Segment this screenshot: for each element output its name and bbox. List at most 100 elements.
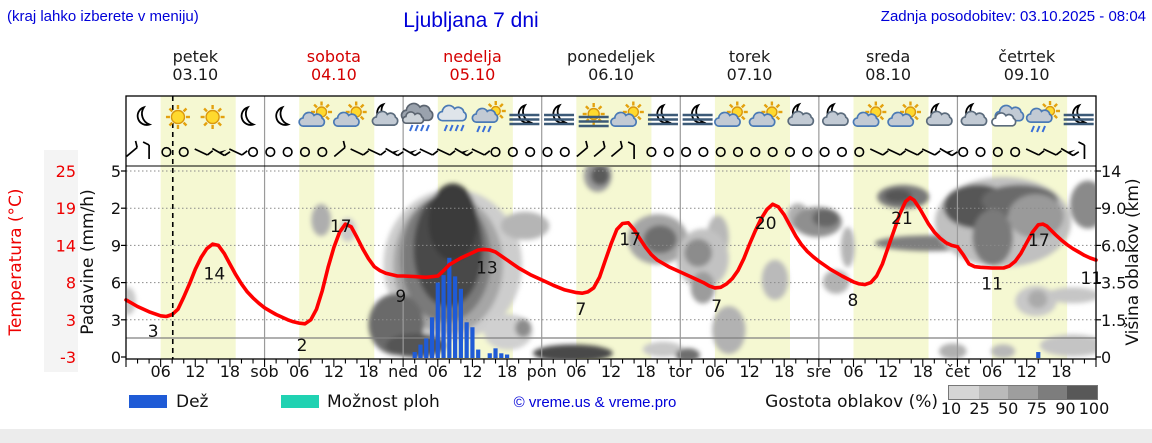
svg-text:17: 17 [1028,231,1050,251]
time-tick: 06 [289,362,309,381]
svg-text:7: 7 [576,300,587,320]
time-tick: 18 [220,362,240,381]
time-tick: 06 [150,362,170,381]
copyright-link[interactable]: © vreme.us & vreme.pro [513,394,677,411]
showers-swatch [281,395,319,408]
last-update-text: Zadnja posodobitev: 03.10.2025 - 08:04 [880,8,1146,25]
day-header-sobota: sobota 04.10 [264,48,404,84]
svg-text:7: 7 [711,297,722,317]
weather-icon-moon [136,105,153,126]
weather-icon-moon-cloud [371,102,399,126]
cloud-tick: 9.0 [1101,199,1126,218]
day-name: torek [728,47,771,66]
svg-text:14: 14 [204,264,226,284]
day-date: 07.10 [726,65,773,84]
precip-tick: 5 [111,162,121,181]
time-tick: 18 [1051,362,1071,381]
weather-icon-sun-fog [578,103,609,128]
weather-icon-sun-cloud [610,101,644,127]
gridlines [126,96,1096,359]
svg-text:17: 17 [619,230,641,250]
time-tick: 18 [774,362,794,381]
svg-text:20: 20 [755,214,777,234]
weather-icon-sun-rain [471,101,506,133]
precip-bars [412,257,1041,358]
svg-text:11: 11 [981,274,1003,294]
density-tick: 10 [940,399,962,418]
time-tick: 12 [1017,362,1037,381]
time-tick: 06 [843,362,863,381]
time-tick: tor [669,362,692,381]
cloud-tick: 6.0 [1101,236,1126,255]
cloud-tick: 0 [1101,348,1111,367]
weather-icon-rain [437,104,467,132]
temperature-curve [124,195,1098,326]
weather-icon-rain-heavy [400,102,434,132]
cloud-density-layer [127,167,1095,358]
rain-legend-label: Dež [176,392,209,412]
wind-barb-row [125,140,1086,159]
temp-tick: 3 [66,311,76,330]
time-tick: 12 [601,362,621,381]
time-tick: čet [945,362,970,381]
day-header-sreda: sreda 08.10 [818,48,958,84]
svg-text:13: 13 [476,258,498,278]
weather-icon-sun [200,105,225,129]
density-tick: 90 [1055,399,1076,418]
svg-text:9: 9 [395,287,406,307]
day-header-četrtek: četrtek 09.10 [957,48,1097,84]
day-name: sobota [306,47,361,66]
day-date: 04.10 [310,65,357,84]
axis-tick-labels: 25 19 14 8 3 -3 5 2 9 6 3 0 14 9.0 6.0 3.5 1.5 0 06 12 18 sob… [56,162,1127,381]
day-date: 03.10 [172,65,219,84]
precip-tick: 3 [111,311,121,330]
day-name: sreda [865,47,911,66]
rain-swatch [129,395,167,408]
weather-icon-moon-fog [544,103,575,126]
time-tick: 06 [705,362,725,381]
weather-icon-moon-cloud [787,102,815,126]
density-tick: 25 [969,399,990,418]
svg-text:2: 2 [297,336,308,356]
density-tick: 75 [1026,399,1047,418]
cloud-density-scale [948,385,1098,400]
cloud-tick: 14 [1101,162,1121,181]
time-tick: sre [807,362,831,381]
day-header-torek: torek 07.10 [680,48,820,84]
density-tick: 50 [998,399,1019,418]
temp-axis-strip [44,150,78,372]
precip-tick: 9 [111,236,121,255]
temp-tick: -3 [60,348,76,367]
location-hint: (kraj lahko izberete v meniju) [7,8,199,25]
showers-legend-label: Možnost ploh [327,392,440,412]
weather-icon-sun-cloud [852,101,887,127]
weather-icon-moon [240,105,257,126]
weather-icon-moon-fog [509,103,540,126]
weather-icon-sun-cloud [298,101,333,127]
time-tick: 18 [913,362,933,381]
day-name: ponedeljek [567,47,655,66]
time-tick: ned [388,362,418,381]
cloud-tick: 3.5 [1101,274,1126,293]
time-tick: 12 [462,362,482,381]
day-header-ponedeljek: ponedeljek 06.10 [541,48,681,84]
cloud-tick: 1.5 [1101,311,1126,330]
time-tick: pon [527,362,557,381]
temp-tick: 19 [56,199,76,218]
time-tick: 06 [982,362,1002,381]
weather-icon-moon-cloud [925,102,953,126]
weather-icon-sun-rain [1025,101,1061,133]
day-date: 06.10 [588,65,634,84]
weather-icon-sun-cloud [332,101,367,127]
time-tick: 18 [635,362,655,381]
cloud-density-label: Gostota oblakov (%) [765,392,938,412]
weather-icon-moon-cloud [960,102,988,126]
weather-icon-sun-cloud [748,101,783,127]
temp-tick: 8 [66,274,76,293]
weather-icon-sun-cloud [887,101,921,127]
weather-icon-moon-fog [647,103,678,126]
time-tick: 12 [324,362,344,381]
day-date: 05.10 [449,65,496,84]
plot-border [125,95,1097,360]
